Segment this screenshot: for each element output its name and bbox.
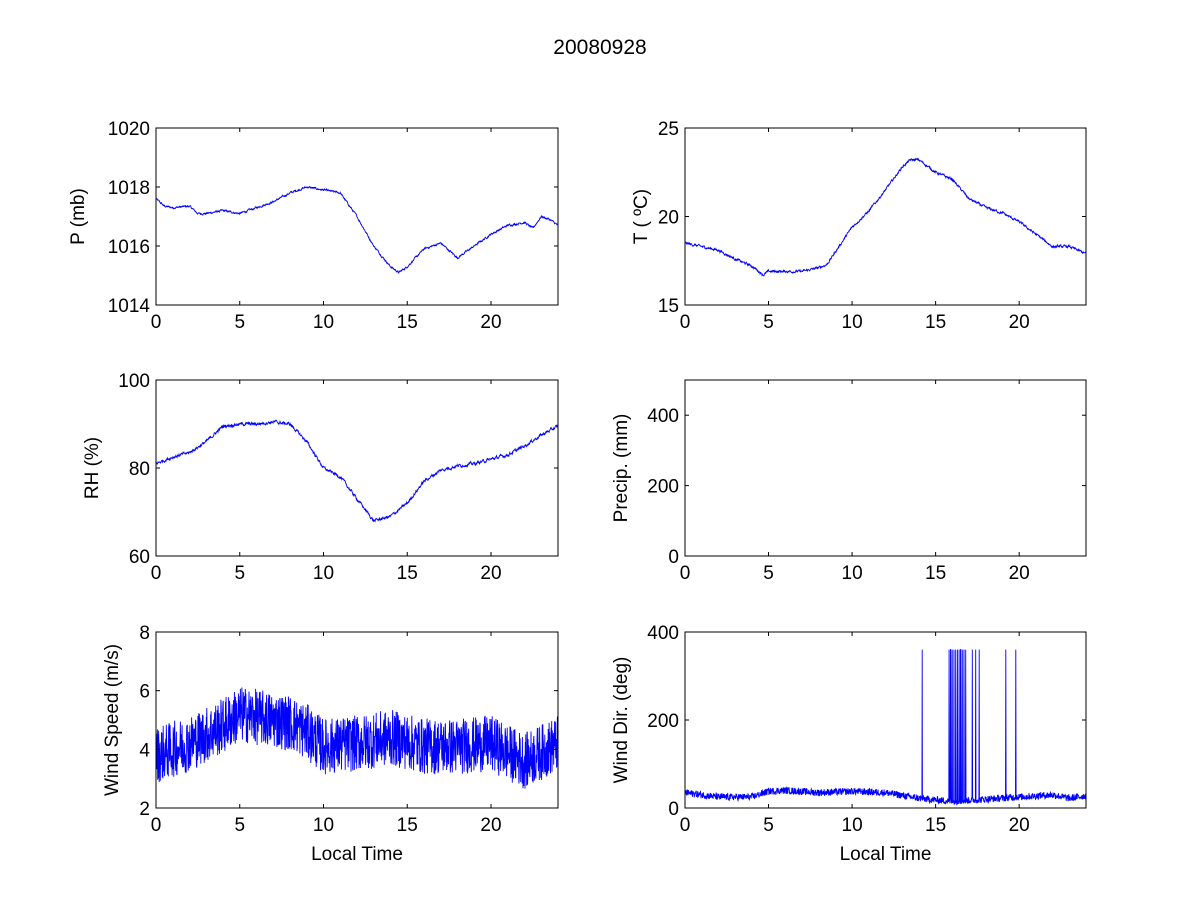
y-tick-label: 100 bbox=[118, 371, 150, 392]
x-tick-label: 5 bbox=[234, 563, 245, 584]
pressure-axes-box bbox=[155, 127, 559, 306]
x-tick-label: 10 bbox=[842, 312, 863, 333]
x-tick-label: 5 bbox=[763, 563, 774, 584]
pressure-series-line bbox=[155, 185, 559, 274]
wind_direction-x-axis-label: Local Time bbox=[840, 844, 932, 865]
wind_direction-axes-box bbox=[684, 631, 1087, 809]
y-tick-label: 0 bbox=[668, 547, 679, 568]
x-tick-label: 20 bbox=[480, 815, 501, 836]
y-tick-label: 1018 bbox=[108, 178, 150, 199]
y-tick-label: 1020 bbox=[108, 119, 150, 140]
subplot-pressure: 0 5 10 15 20 1014 1016 1018 1020 P (mb) bbox=[68, 119, 559, 333]
wind_speed-y-axis-label: Wind Speed (m/s) bbox=[102, 644, 123, 796]
humidity-axes-box bbox=[155, 379, 559, 557]
x-tick-label: 5 bbox=[234, 312, 245, 333]
x-tick-label: 0 bbox=[151, 312, 162, 333]
y-tick-label: 200 bbox=[647, 711, 679, 732]
precipitation-axes-box bbox=[684, 379, 1087, 557]
y-tick-label: 400 bbox=[647, 406, 679, 427]
x-tick-label: 15 bbox=[925, 815, 946, 836]
humidity-y-axis-label: RH (%) bbox=[82, 437, 103, 499]
x-tick-label: 15 bbox=[397, 563, 418, 584]
x-tick-label: 5 bbox=[234, 815, 245, 836]
x-tick-label: 20 bbox=[1009, 563, 1030, 584]
temperature-series-line bbox=[684, 157, 1087, 277]
y-tick-label: 60 bbox=[129, 547, 150, 568]
wind_speed-x-axis-label: Local Time bbox=[311, 844, 403, 865]
x-tick-label: 20 bbox=[480, 563, 501, 584]
y-tick-label: 8 bbox=[139, 623, 150, 644]
subplot-temperature: 0 5 10 15 20 15 20 25 T ( ºC) bbox=[631, 119, 1087, 333]
x-tick-label: 5 bbox=[763, 815, 774, 836]
y-tick-label: 15 bbox=[658, 296, 679, 317]
y-tick-label: 200 bbox=[647, 477, 679, 498]
y-tick-label: 1014 bbox=[108, 296, 151, 317]
figure-title: 20080928 bbox=[553, 36, 646, 59]
temperature-axes-box bbox=[684, 127, 1087, 306]
x-tick-label: 15 bbox=[397, 815, 418, 836]
x-tick-label: 0 bbox=[680, 563, 691, 584]
y-tick-label: 6 bbox=[139, 682, 150, 703]
temperature-y-axis-label: T ( ºC) bbox=[631, 189, 652, 244]
y-tick-label: 400 bbox=[647, 623, 679, 644]
wind_speed-axes-box bbox=[155, 631, 559, 809]
y-tick-label: 4 bbox=[139, 740, 150, 761]
x-tick-label: 15 bbox=[925, 563, 946, 584]
x-tick-label: 10 bbox=[842, 563, 863, 584]
x-tick-label: 10 bbox=[313, 563, 334, 584]
x-tick-label: 0 bbox=[151, 563, 162, 584]
y-tick-label: 80 bbox=[129, 459, 150, 480]
y-tick-label: 20 bbox=[658, 208, 679, 229]
humidity-series-line bbox=[155, 419, 559, 523]
wind_speed-series-line bbox=[155, 687, 559, 789]
x-tick-label: 20 bbox=[480, 312, 501, 333]
x-tick-label: 10 bbox=[842, 815, 863, 836]
pressure-y-axis-label: P (mb) bbox=[68, 188, 89, 245]
subplot-humidity: 0 5 10 15 20 60 80 100 RH (%) bbox=[82, 371, 559, 584]
wind_direction-series-line bbox=[684, 649, 1087, 806]
x-tick-label: 20 bbox=[1009, 815, 1030, 836]
wind_direction-y-axis-label: Wind Dir. (deg) bbox=[611, 657, 632, 784]
x-tick-label: 10 bbox=[313, 312, 334, 333]
y-tick-label: 0 bbox=[668, 799, 679, 820]
x-tick-label: 15 bbox=[925, 312, 946, 333]
y-tick-label: 25 bbox=[658, 119, 679, 140]
precipitation-y-axis-label: Precip. (mm) bbox=[611, 414, 632, 523]
y-tick-label: 2 bbox=[139, 799, 150, 820]
x-tick-label: 0 bbox=[151, 815, 162, 836]
x-tick-label: 20 bbox=[1009, 312, 1030, 333]
x-tick-label: 0 bbox=[680, 312, 691, 333]
x-tick-label: 10 bbox=[313, 815, 334, 836]
x-tick-label: 5 bbox=[763, 312, 774, 333]
y-tick-label: 1016 bbox=[108, 237, 150, 258]
x-tick-label: 15 bbox=[397, 312, 418, 333]
x-tick-label: 0 bbox=[680, 815, 691, 836]
subplot-wind_speed: 0 5 10 15 20 2 4 6 8 Wind Speed (m/s) Local Time bbox=[102, 623, 559, 865]
